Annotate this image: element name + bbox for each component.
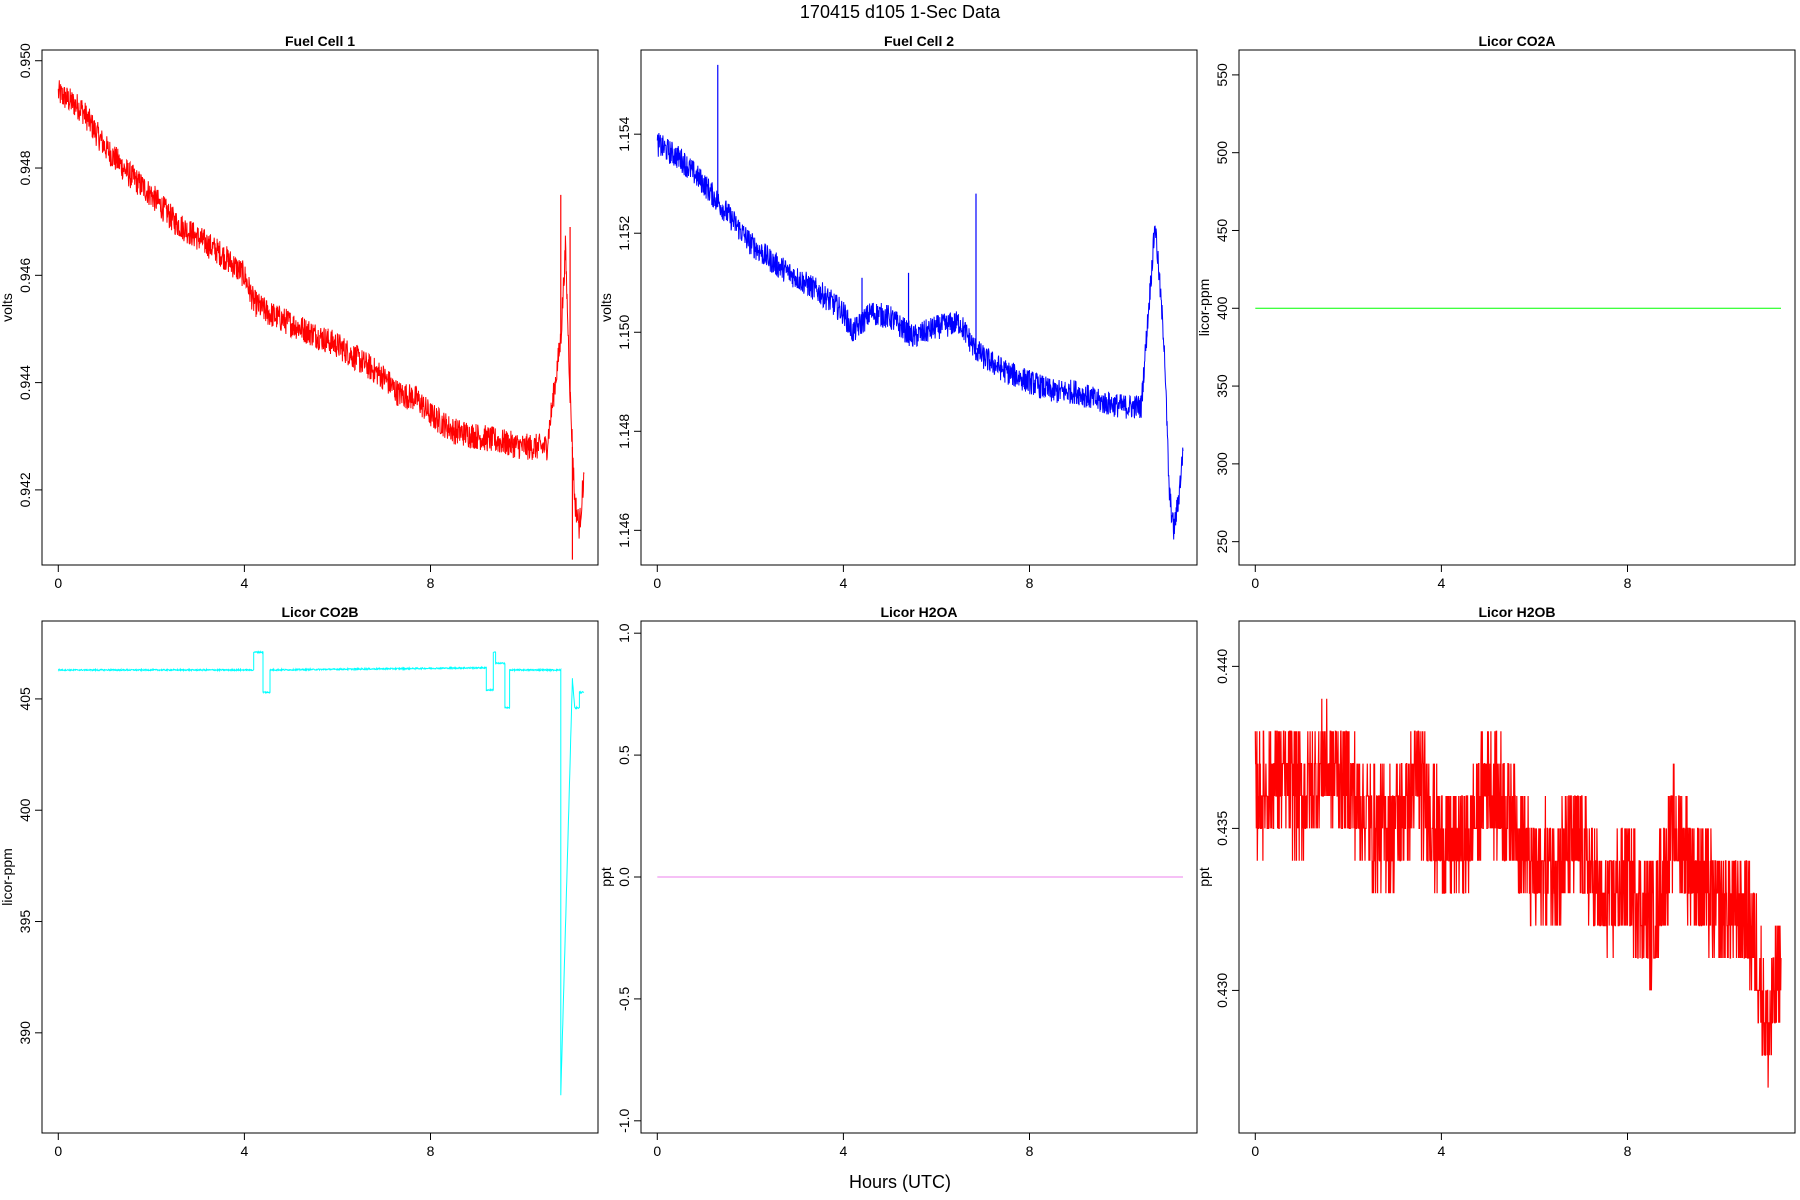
y-axis-label: licor-ppm [0, 848, 15, 906]
y-tick-label: 405 [17, 687, 33, 711]
panel-title: Licor CO2A [1478, 33, 1555, 49]
panel-title: Licor H2OA [880, 604, 957, 620]
x-tick-label: 0 [54, 575, 62, 591]
x-tick-label: 4 [1437, 575, 1445, 591]
y-tick-label: 1.152 [616, 215, 632, 250]
panel-5: Licor H2OA ppt 0 4 8 -1.0 -0.5 0.0 0.5 1.0 [598, 604, 1198, 1159]
y-axis-label: volts [0, 293, 15, 322]
y-tick-label: 1.148 [616, 414, 632, 449]
y-axis-label: licor-ppm [1196, 279, 1212, 337]
panel-2: Fuel Cell 2 volts 0 4 8 1.146 1.148 1.150 1.152 1… [598, 33, 1198, 591]
y-tick-label: 1.0 [616, 623, 632, 643]
x-tick-label: 0 [54, 1143, 62, 1159]
panel-title: Licor H2OB [1478, 604, 1555, 620]
plot-frame [640, 49, 1198, 566]
panel-1: Fuel Cell 1 volts 0 4 8 0.942 0.944 0.946 0.948 0… [0, 33, 599, 591]
x-tick-label: 8 [1026, 1143, 1034, 1159]
x-tick-label: 0 [1251, 575, 1259, 591]
x-tick-label: 4 [240, 1143, 248, 1159]
x-tick-label: 0 [653, 575, 661, 591]
page-title: 170415 d105 1-Sec Data [799, 2, 1001, 22]
y-tick-label: 450 [1214, 219, 1230, 243]
x-tick-label: 8 [1624, 575, 1632, 591]
x-tick-label: 4 [240, 575, 248, 591]
y-tick-label: 0.942 [17, 472, 33, 507]
y-tick-label: -0.5 [616, 987, 632, 1011]
y-tick-label: 400 [17, 798, 33, 822]
y-axis-label: ppt [598, 867, 614, 887]
y-tick-label: 350 [1214, 374, 1230, 398]
x-axis-title: Hours (UTC) [849, 1172, 951, 1192]
y-tick-label: 0.435 [1214, 811, 1230, 846]
y-tick-label: 0.0 [616, 867, 632, 887]
y-axis-label: ppt [1196, 867, 1212, 887]
y-tick-label: 1.146 [616, 513, 632, 548]
x-tick-label: 8 [427, 575, 435, 591]
y-tick-label: 0.944 [17, 365, 33, 400]
series-line [57, 80, 585, 539]
y-axis-label: volts [598, 293, 614, 322]
plot-frame [41, 49, 599, 566]
y-tick-label: 500 [1214, 141, 1230, 165]
x-tick-label: 4 [1437, 1143, 1445, 1159]
y-tick-label: 0.946 [17, 258, 33, 293]
y-tick-label: 0.948 [17, 150, 33, 185]
panel-title: Licor CO2B [281, 604, 358, 620]
plot-frame [1238, 620, 1796, 1134]
x-tick-label: 8 [1624, 1143, 1632, 1159]
x-tick-label: 4 [839, 575, 847, 591]
y-tick-label: 1.154 [616, 116, 632, 151]
y-tick-label: 1.150 [616, 315, 632, 350]
y-tick-label: 0.430 [1214, 973, 1230, 1008]
y-tick-label: 550 [1214, 63, 1230, 87]
x-tick-label: 0 [1251, 1143, 1259, 1159]
series-line [656, 132, 1184, 540]
series-line [57, 650, 585, 1096]
y-tick-label: 300 [1214, 452, 1230, 476]
y-tick-label: -1.0 [616, 1109, 632, 1133]
y-tick-label: 400 [1214, 296, 1230, 320]
y-tick-label: 0.440 [1214, 649, 1230, 684]
x-tick-label: 4 [839, 1143, 847, 1159]
plot-frame [1238, 49, 1796, 566]
panel-4: Licor CO2B licor-ppm 0 4 8 390 395 400 405 [0, 604, 599, 1159]
panel-3: Licor CO2A licor-ppm 0 4 8 250 300 350 400 450 500… [1196, 33, 1796, 591]
y-tick-label: 0.5 [616, 745, 632, 765]
y-tick-label: 395 [17, 910, 33, 934]
series-line [1254, 698, 1782, 1088]
y-tick-label: 0.950 [17, 43, 33, 78]
x-tick-label: 8 [1026, 575, 1034, 591]
panel-title: Fuel Cell 2 [884, 33, 954, 49]
x-tick-label: 0 [653, 1143, 661, 1159]
plot-frame [41, 620, 599, 1134]
y-tick-label: 250 [1214, 530, 1230, 554]
y-tick-label: 390 [17, 1021, 33, 1045]
panel-6: Licor H2OB ppt 0 4 8 0.430 0.435 0.440 [1196, 604, 1796, 1159]
panel-title: Fuel Cell 1 [285, 33, 355, 49]
x-tick-label: 8 [427, 1143, 435, 1159]
